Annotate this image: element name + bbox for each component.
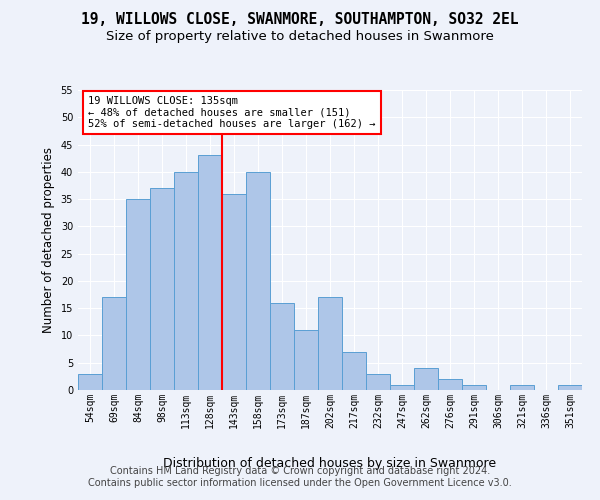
Text: Contains HM Land Registry data © Crown copyright and database right 2024.
Contai: Contains HM Land Registry data © Crown c… bbox=[88, 466, 512, 487]
Bar bbox=[558, 384, 582, 390]
Bar bbox=[462, 384, 486, 390]
Bar bbox=[414, 368, 438, 390]
Bar bbox=[294, 330, 318, 390]
Bar bbox=[390, 384, 414, 390]
Bar bbox=[150, 188, 174, 390]
Bar bbox=[102, 298, 126, 390]
Bar bbox=[270, 302, 294, 390]
Bar bbox=[510, 384, 534, 390]
Bar bbox=[222, 194, 246, 390]
Bar bbox=[318, 298, 342, 390]
Text: 19 WILLOWS CLOSE: 135sqm
← 48% of detached houses are smaller (151)
52% of semi-: 19 WILLOWS CLOSE: 135sqm ← 48% of detach… bbox=[88, 96, 376, 129]
Y-axis label: Number of detached properties: Number of detached properties bbox=[42, 147, 55, 333]
Bar bbox=[366, 374, 390, 390]
Bar bbox=[246, 172, 270, 390]
Bar bbox=[126, 199, 150, 390]
Bar bbox=[198, 156, 222, 390]
Bar bbox=[438, 379, 462, 390]
Bar bbox=[174, 172, 198, 390]
Text: Size of property relative to detached houses in Swanmore: Size of property relative to detached ho… bbox=[106, 30, 494, 43]
Bar bbox=[342, 352, 366, 390]
Bar bbox=[78, 374, 102, 390]
Text: 19, WILLOWS CLOSE, SWANMORE, SOUTHAMPTON, SO32 2EL: 19, WILLOWS CLOSE, SWANMORE, SOUTHAMPTON… bbox=[81, 12, 519, 28]
Text: Distribution of detached houses by size in Swanmore: Distribution of detached houses by size … bbox=[163, 458, 497, 470]
